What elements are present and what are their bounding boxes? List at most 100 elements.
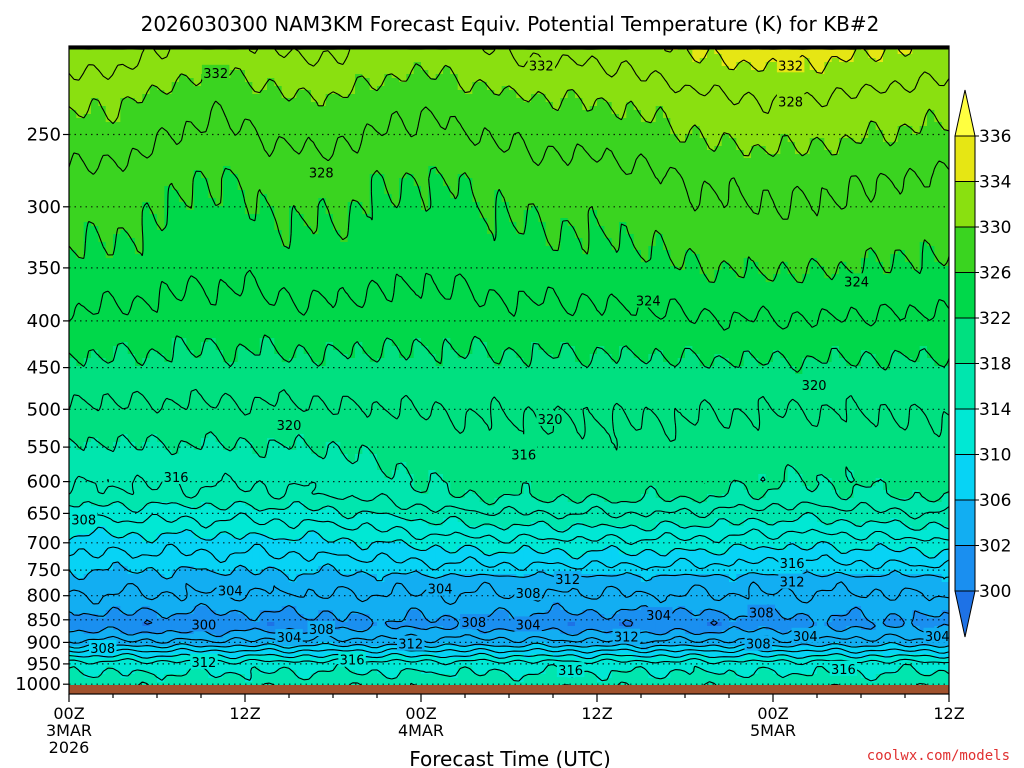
theta-e-cell: [252, 114, 261, 119]
theta-e-cell: [355, 114, 363, 119]
theta-e-cell: [237, 94, 246, 99]
theta-e-cell: [619, 182, 627, 187]
theta-e-cell: [685, 206, 693, 211]
theta-e-cell: [362, 126, 371, 131]
theta-e-cell: [538, 154, 547, 159]
theta-e-cell: [531, 146, 539, 151]
theta-e-cell: [208, 62, 217, 67]
theta-e-cell: [758, 186, 767, 191]
theta-e-cell: [919, 114, 928, 119]
theta-e-cell: [765, 178, 774, 183]
theta-e-cell: [861, 78, 869, 83]
theta-e-cell: [868, 126, 877, 131]
theta-e-cell: [641, 150, 649, 155]
theta-e-cell: [787, 154, 796, 159]
theta-e-cell: [853, 190, 862, 195]
theta-e-cell: [237, 190, 246, 195]
theta-e-cell: [384, 154, 393, 159]
theta-e-cell: [663, 78, 671, 83]
theta-e-cell: [773, 146, 781, 151]
theta-e-cell: [912, 194, 921, 199]
theta-e-cell: [809, 82, 818, 87]
theta-e-cell: [853, 194, 862, 199]
theta-e-cell: [391, 106, 400, 111]
theta-e-cell: [890, 62, 899, 67]
theta-e-cell: [142, 134, 151, 139]
theta-e-cell: [692, 58, 701, 63]
theta-e-cell: [369, 54, 378, 59]
theta-e-cell: [743, 126, 752, 131]
theta-e-cell: [714, 118, 723, 123]
theta-e-cell: [670, 198, 679, 203]
theta-e-cell: [369, 142, 378, 147]
theta-e-cell: [113, 150, 121, 155]
theta-e-cell: [201, 158, 209, 163]
theta-e-cell: [245, 66, 253, 71]
theta-e-cell: [619, 126, 627, 131]
theta-e-cell: [208, 182, 217, 187]
theta-e-cell: [494, 54, 503, 59]
theta-e-cell: [883, 62, 891, 67]
theta-e-cell: [289, 122, 297, 127]
theta-e-cell: [384, 86, 393, 91]
theta-e-cell: [259, 62, 268, 67]
theta-e-cell: [553, 146, 561, 151]
theta-e-cell: [325, 130, 334, 135]
theta-e-cell: [707, 90, 715, 95]
theta-e-cell: [399, 142, 407, 147]
theta-e-cell: [391, 66, 400, 71]
theta-e-cell: [311, 50, 319, 55]
theta-e-cell: [443, 126, 451, 131]
theta-e-cell: [333, 170, 341, 175]
theta-e-cell: [421, 186, 429, 191]
theta-e-cell: [905, 54, 913, 59]
theta-e-cell: [494, 106, 503, 111]
theta-e-cell: [193, 154, 202, 159]
theta-e-cell: [523, 122, 532, 127]
theta-e-cell: [428, 118, 437, 123]
theta-e-cell: [648, 94, 657, 99]
theta-e-cell: [362, 102, 371, 107]
theta-e-cell: [325, 126, 334, 131]
theta-e-cell: [472, 138, 481, 143]
theta-e-cell: [105, 86, 114, 91]
theta-e-cell: [773, 142, 781, 147]
theta-e-cell: [465, 78, 473, 83]
theta-e-cell: [98, 70, 107, 75]
theta-e-cell: [545, 114, 554, 119]
theta-e-cell: [853, 198, 862, 203]
theta-e-cell: [846, 206, 855, 211]
theta-e-cell: [142, 66, 151, 71]
theta-e-cell: [941, 154, 949, 159]
theta-e-cell: [589, 98, 598, 103]
theta-e-cell: [575, 74, 583, 79]
theta-e-cell: [281, 146, 290, 151]
theta-e-cell: [245, 158, 253, 163]
theta-e-cell: [663, 138, 671, 143]
theta-e-cell: [780, 186, 789, 191]
theta-e-cell: [362, 194, 371, 199]
theta-e-cell: [553, 122, 561, 127]
theta-e-cell: [773, 82, 781, 87]
theta-e-cell: [208, 166, 217, 171]
theta-e-cell: [538, 74, 547, 79]
theta-e-cell: [531, 170, 539, 175]
theta-e-cell: [721, 130, 730, 135]
theta-e-cell: [501, 130, 510, 135]
theta-e-cell: [677, 130, 686, 135]
theta-e-cell: [846, 70, 855, 75]
theta-e-cell: [127, 198, 136, 203]
theta-e-cell: [765, 114, 774, 119]
theta-e-cell: [604, 90, 613, 95]
theta-e-cell: [685, 82, 693, 87]
theta-e-cell: [362, 138, 371, 143]
theta-e-cell: [919, 190, 928, 195]
theta-e-cell: [230, 122, 239, 127]
theta-e-cell: [164, 134, 173, 139]
theta-e-cell: [853, 170, 862, 175]
theta-e-cell: [853, 142, 862, 147]
theta-e-cell: [105, 142, 114, 147]
theta-e-cell: [641, 142, 649, 147]
theta-e-cell: [809, 50, 818, 55]
theta-e-cell: [861, 122, 869, 127]
